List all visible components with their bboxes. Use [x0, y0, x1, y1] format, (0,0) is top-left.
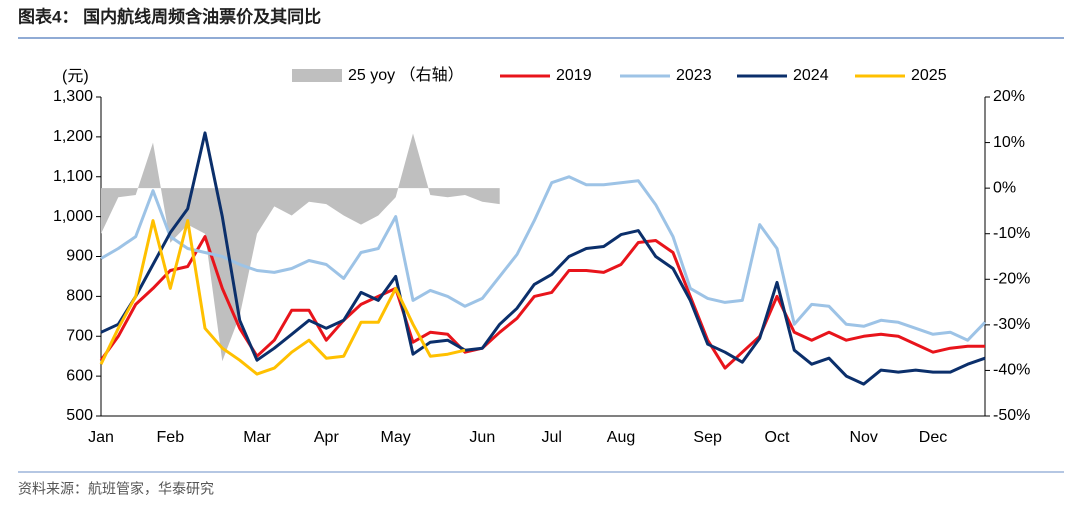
y-tick-label: 800 [66, 288, 93, 305]
x-tick-label: Apr [314, 429, 340, 446]
y2-tick-label: -40% [993, 362, 1030, 379]
x-tick-label: May [381, 429, 411, 446]
y2-tick-label: -10% [993, 225, 1030, 242]
legend-label: 2019 [556, 67, 592, 84]
x-tick-label: Aug [607, 429, 635, 446]
y-tick-label: 1,200 [53, 128, 93, 145]
x-tick-label: Jan [88, 429, 114, 446]
x-tick-label: Feb [157, 429, 185, 446]
x-tick-label: Dec [919, 429, 947, 446]
y2-tick-label: 20% [993, 88, 1025, 105]
y-tick-label: 700 [66, 327, 93, 344]
y-axis-label: (元) [62, 68, 89, 85]
line [99, 219, 466, 376]
y2-tick-label: -20% [993, 271, 1030, 288]
legend-swatch [292, 69, 342, 82]
y-tick-label: 1,000 [53, 208, 93, 225]
y-tick-label: 500 [66, 407, 93, 424]
y-tick-label: 1,300 [53, 88, 93, 105]
legend-label: 25 yoy （右轴） [348, 66, 464, 84]
legend-label: 2025 [911, 67, 947, 84]
x-tick-label: Sep [693, 429, 722, 446]
legend-label: 2023 [676, 67, 712, 84]
y2-tick-label: 0% [993, 179, 1016, 196]
x-tick-label: Nov [849, 429, 877, 446]
source: 资料来源：航班管家，华泰研究 [18, 481, 214, 497]
page-title: 图表4： 国内航线周频含油票价及其同比 [18, 6, 321, 26]
x-tick-label: Jul [541, 429, 561, 446]
y2-tick-label: 10% [993, 134, 1025, 151]
x-tick-label: Oct [765, 429, 790, 446]
x-tick-label: Mar [243, 429, 271, 446]
x-tick-label: Jun [469, 429, 495, 446]
area [101, 133, 500, 362]
line [100, 131, 986, 386]
legend-label: 2024 [793, 67, 829, 84]
y-tick-label: 1,100 [53, 168, 93, 185]
line [100, 175, 987, 342]
y-tick-label: 900 [66, 248, 93, 265]
y-tick-label: 600 [66, 367, 93, 384]
y2-tick-label: -50% [993, 407, 1030, 424]
y2-tick-label: -30% [993, 316, 1030, 333]
